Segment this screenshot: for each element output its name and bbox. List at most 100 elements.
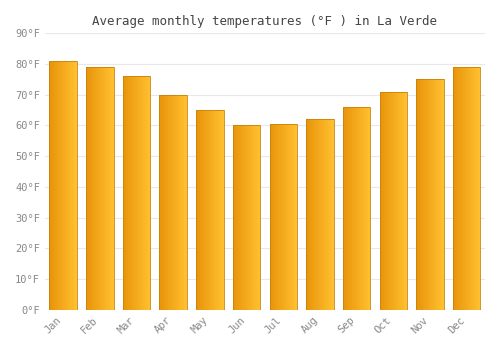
Bar	[206, 110, 207, 310]
Bar	[86, 67, 114, 310]
Bar	[435, 79, 436, 310]
Bar	[243, 126, 244, 310]
Bar	[259, 126, 260, 310]
Bar	[218, 110, 219, 310]
Bar	[284, 124, 286, 310]
Bar	[61, 61, 62, 310]
Bar	[257, 126, 258, 310]
Bar	[398, 92, 399, 310]
Bar	[310, 119, 311, 310]
Bar	[241, 126, 242, 310]
Bar	[343, 107, 370, 310]
Bar	[167, 95, 168, 310]
Bar	[271, 124, 272, 310]
Bar	[142, 76, 143, 310]
Bar	[274, 124, 275, 310]
Bar	[390, 92, 392, 310]
Bar	[108, 67, 109, 310]
Bar	[365, 107, 366, 310]
Bar	[246, 126, 248, 310]
Bar	[272, 124, 273, 310]
Bar	[286, 124, 288, 310]
Bar	[128, 76, 129, 310]
Bar	[361, 107, 362, 310]
Bar	[356, 107, 358, 310]
Bar	[326, 119, 327, 310]
Bar	[135, 76, 136, 310]
Bar	[75, 61, 76, 310]
Bar	[51, 61, 52, 310]
Bar	[430, 79, 432, 310]
Bar	[237, 126, 238, 310]
Bar	[222, 110, 223, 310]
Bar	[186, 95, 187, 310]
Bar	[178, 95, 180, 310]
Bar	[332, 119, 333, 310]
Bar	[140, 76, 141, 310]
Bar	[442, 79, 443, 310]
Bar	[130, 76, 131, 310]
Bar	[454, 67, 455, 310]
Bar	[417, 79, 418, 310]
Bar	[406, 92, 407, 310]
Bar	[87, 67, 88, 310]
Bar	[316, 119, 317, 310]
Bar	[86, 67, 87, 310]
Bar	[202, 110, 203, 310]
Bar	[441, 79, 442, 310]
Bar	[216, 110, 217, 310]
Bar	[170, 95, 171, 310]
Bar	[173, 95, 174, 310]
Bar	[470, 67, 471, 310]
Bar	[333, 119, 334, 310]
Bar	[291, 124, 292, 310]
Bar	[59, 61, 60, 310]
Bar	[308, 119, 309, 310]
Bar	[418, 79, 419, 310]
Bar	[255, 126, 256, 310]
Bar	[244, 126, 246, 310]
Bar	[351, 107, 352, 310]
Bar	[366, 107, 367, 310]
Bar	[102, 67, 104, 310]
Bar	[236, 126, 237, 310]
Bar	[419, 79, 420, 310]
Bar	[123, 76, 124, 310]
Bar	[295, 124, 296, 310]
Bar	[460, 67, 461, 310]
Bar	[57, 61, 58, 310]
Bar	[160, 95, 161, 310]
Bar	[282, 124, 284, 310]
Bar	[50, 61, 51, 310]
Bar	[127, 76, 128, 310]
Bar	[422, 79, 423, 310]
Bar	[343, 107, 344, 310]
Bar	[329, 119, 330, 310]
Bar	[473, 67, 474, 310]
Bar	[369, 107, 370, 310]
Bar	[214, 110, 216, 310]
Bar	[174, 95, 176, 310]
Bar	[58, 61, 59, 310]
Bar	[52, 61, 53, 310]
Bar	[238, 126, 239, 310]
Bar	[239, 126, 240, 310]
Bar	[89, 67, 90, 310]
Bar	[148, 76, 149, 310]
Bar	[131, 76, 132, 310]
Bar	[240, 126, 241, 310]
Bar	[205, 110, 206, 310]
Bar	[91, 67, 92, 310]
Bar	[199, 110, 200, 310]
Bar	[466, 67, 468, 310]
Bar	[60, 61, 61, 310]
Bar	[346, 107, 347, 310]
Bar	[416, 79, 417, 310]
Bar	[176, 95, 178, 310]
Bar	[54, 61, 55, 310]
Bar	[388, 92, 389, 310]
Bar	[273, 124, 274, 310]
Bar	[134, 76, 135, 310]
Bar	[349, 107, 350, 310]
Bar	[214, 110, 215, 310]
